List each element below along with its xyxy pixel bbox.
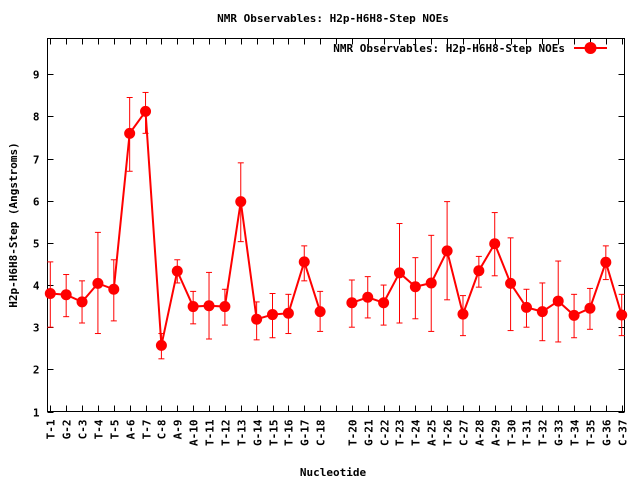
x-tick-label: A-9	[172, 420, 185, 440]
data-point	[298, 256, 310, 268]
x-tick-label: T-13	[236, 420, 249, 447]
x-tick-label: A-28	[474, 420, 487, 447]
data-point	[76, 296, 88, 308]
data-point	[44, 287, 56, 299]
data-point	[346, 297, 358, 309]
data-point	[520, 301, 532, 313]
x-tick-label: C-8	[156, 420, 169, 440]
data-point	[171, 265, 183, 277]
x-tick-label: T-1	[45, 419, 58, 439]
x-tick-label: T-26	[442, 419, 455, 446]
x-tick-label: T-35	[585, 420, 598, 447]
x-tick-label: G-21	[363, 419, 376, 446]
x-tick-label: T-23	[394, 420, 407, 447]
data-point	[378, 297, 390, 309]
x-tick-label: C-18	[315, 420, 328, 447]
data-point	[124, 127, 136, 139]
y-tick-label: 6	[33, 196, 40, 209]
data-point	[155, 339, 167, 351]
data-point	[235, 196, 247, 208]
data-point	[425, 277, 437, 289]
y-tick-label: 4	[33, 280, 40, 293]
legend-marker	[584, 42, 597, 54]
data-point	[92, 277, 104, 289]
data-point	[282, 307, 294, 319]
x-tick-label: T-12	[220, 420, 233, 447]
plot-frame	[47, 38, 625, 412]
x-tick-label: C-22	[379, 420, 392, 447]
x-tick-label: G-14	[252, 419, 265, 446]
x-tick-label: G-2	[61, 420, 74, 440]
x-tick-label: T-31	[521, 419, 534, 446]
y-axis: 1 2 3 4 5 6 7 8 9	[33, 69, 625, 420]
x-tick-label: T-20	[347, 420, 360, 447]
legend: NMR Observables: H2p-H6H8-Step NOEs	[333, 42, 607, 55]
data-point	[108, 283, 120, 295]
x-tick-label: T-24	[410, 419, 423, 446]
data-point	[552, 295, 564, 307]
data-point	[187, 301, 199, 313]
chart-title: NMR Observables: H2p-H6H8-Step NOEs	[217, 12, 449, 25]
x-tick-label: C-37	[617, 420, 630, 447]
data-point	[409, 281, 421, 293]
y-tick-label: 9	[33, 69, 40, 82]
x-tick-label: T-15	[268, 420, 281, 447]
x-tick-label: G-33	[553, 420, 566, 447]
x-tick-label: T-34	[569, 419, 582, 446]
x-tick-label: T-11	[204, 419, 217, 446]
x-axis: T-1 G-2 C-3 T-4 T-5 A-6 T-7 C-8 A-9 A-10 T-11 T-12 T…	[45, 38, 630, 447]
x-tick-label: T-4	[93, 419, 106, 439]
x-tick-label: A-29	[490, 420, 503, 447]
series-line	[50, 108, 322, 346]
legend-label: NMR Observables: H2p-H6H8-Step NOEs	[333, 42, 565, 55]
y-tick-label: 8	[33, 111, 40, 124]
y-tick-label: 7	[33, 154, 40, 167]
data-point	[60, 289, 72, 301]
data-point	[600, 256, 612, 268]
data-point	[568, 309, 580, 321]
data-point	[267, 309, 279, 321]
y-tick-label: 1	[33, 407, 40, 420]
series-points	[44, 105, 628, 351]
data-point	[536, 306, 548, 318]
x-tick-label: A-25	[426, 420, 439, 447]
x-tick-label: A-6	[125, 419, 138, 439]
y-axis-label: H2p-H6H8-Step (Angstroms)	[7, 142, 20, 308]
y-tick-label: 3	[33, 322, 40, 335]
series-lines	[50, 108, 623, 346]
x-tick-label: T-30	[506, 420, 519, 447]
data-point	[219, 301, 231, 313]
data-point	[489, 238, 501, 250]
x-tick-label: C-3	[77, 420, 90, 440]
x-tick-label: G-36	[601, 419, 614, 446]
y-tick-label: 5	[33, 238, 40, 251]
data-point	[393, 267, 405, 279]
x-tick-label: C-27	[458, 420, 471, 447]
data-point	[203, 300, 215, 312]
y-tick-label: 2	[33, 364, 40, 377]
data-point	[584, 302, 596, 314]
x-tick-label: G-17	[299, 420, 312, 447]
series-line	[351, 241, 623, 318]
x-tick-label: T-5	[109, 420, 122, 440]
x-tick-label: T-16	[283, 419, 296, 446]
data-point	[140, 105, 152, 117]
data-point	[362, 291, 374, 303]
x-tick-label: T-7	[141, 420, 154, 440]
data-point	[441, 245, 453, 257]
data-point	[314, 306, 326, 318]
data-point	[457, 308, 469, 320]
x-tick-label: T-32	[537, 420, 550, 447]
x-tick-label: A-10	[188, 420, 201, 447]
data-point	[251, 313, 263, 325]
data-point	[505, 277, 517, 289]
x-axis-label: Nucleotide	[300, 466, 367, 479]
data-point	[473, 265, 485, 277]
data-point	[616, 309, 628, 321]
